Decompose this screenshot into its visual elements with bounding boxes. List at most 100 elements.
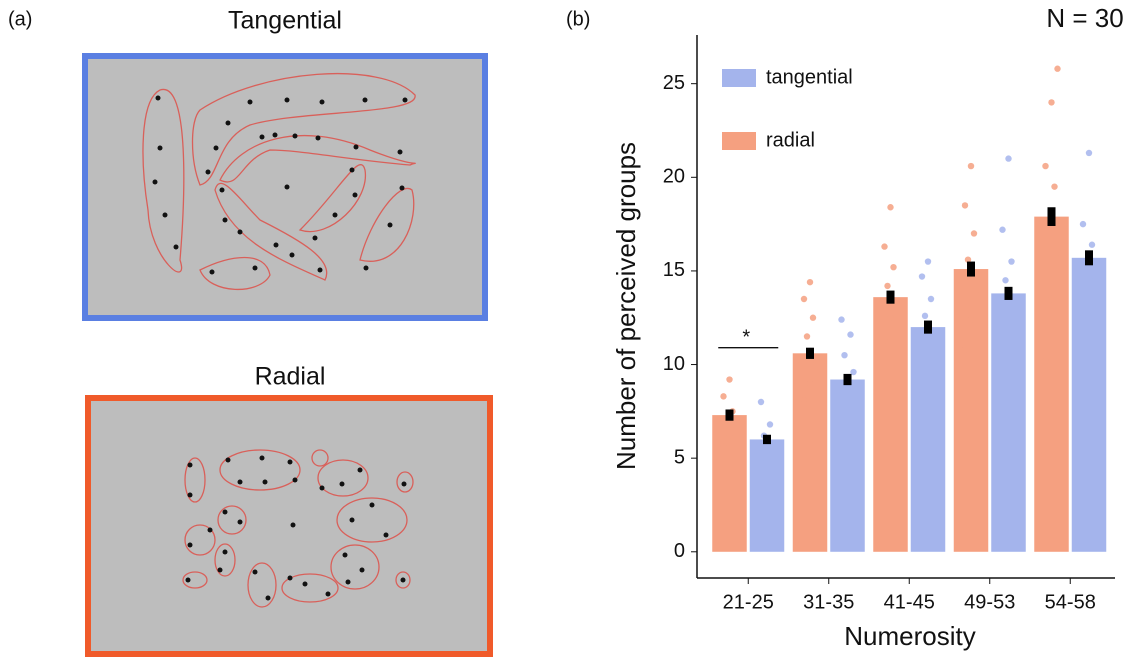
participant-point [800,295,808,303]
participant-point [918,391,926,398]
participant-point [1002,277,1009,284]
participant-point [1011,301,1018,308]
x-tick-label: 31-35 [803,591,854,613]
participant-point [1054,249,1061,256]
y-tick-label: 0 [674,540,685,562]
participant-point [1048,99,1055,106]
participant-point [967,316,975,323]
participant-point [999,226,1006,233]
participant-point [999,333,1006,340]
participant-point [961,202,969,209]
participant-point [890,263,897,271]
participant-point [769,439,777,447]
participant-point [726,376,733,383]
tangential-stimulus [82,53,488,321]
participant-point [812,357,820,364]
participant-point [887,314,894,321]
error-bar [843,373,852,386]
participant-point [918,273,926,280]
participant-point [881,243,888,250]
bar-chart: Numerosity Number of perceived groups 0 5… [611,35,1115,651]
participant-point [887,204,894,211]
error-bar [763,434,771,445]
participant-point [921,312,929,320]
legend-swatch [722,69,756,87]
error-bar [725,409,734,421]
stimulus-title: Radial [255,363,326,391]
participant-point [1085,295,1093,303]
error-bar [886,290,895,304]
participant-point [1042,162,1049,170]
participant-point [964,256,972,263]
participant-point [1042,357,1049,364]
bar [953,269,989,552]
legend-label: tangential [766,66,853,88]
bar [830,379,865,552]
bar [1071,257,1107,552]
participant-point [763,447,771,454]
participant-point [1008,258,1015,265]
participant-point [924,258,932,265]
error-bar [806,347,814,359]
bar [991,293,1026,552]
participant-point [838,395,845,402]
participant-point [838,316,845,323]
error-bar [967,261,975,277]
participant-point [726,432,733,439]
x-axis-label: Numerosity [844,621,975,651]
bar [910,327,946,552]
error-bar [1085,250,1093,266]
y-axis-label: Number of perceived groups [611,142,641,470]
significance-marker: * [742,327,750,349]
participant-point [766,421,774,428]
participant-point [1091,277,1099,284]
participant-point [757,398,765,406]
stimulus-title: Tangential [228,7,342,35]
bar [873,297,908,552]
participant-point [881,337,888,344]
participant-point [1054,65,1061,72]
participant-point [806,278,814,286]
x-tick-label: 54-58 [1045,591,1096,613]
y-tick-label: 25 [663,72,685,94]
participant-point [720,443,727,451]
participant-point [1005,155,1012,162]
y-tick-label: 15 [663,259,685,281]
error-bar [1004,286,1013,300]
participant-point [1051,183,1058,190]
participant-point [884,282,891,290]
participant-point [847,331,854,338]
participant-point [850,368,857,376]
y-tick-label: 5 [674,446,685,468]
participant-point [806,380,814,387]
participant-point [930,333,938,340]
participant-point [961,346,969,353]
participant-point [924,351,932,359]
participant-point [970,230,978,237]
panel-label: (a) [8,8,32,30]
participant-point [1079,314,1087,321]
radial-stimulus [85,395,493,657]
participant-point [1048,295,1055,303]
y-tick-label: 10 [663,353,685,375]
participant-point [893,299,900,306]
legend-swatch [722,132,756,150]
participant-point [927,295,935,303]
y-tick-label: 20 [663,166,685,188]
participant-point [841,351,848,359]
participant-point [1085,149,1093,157]
legend-label: radial [766,129,815,151]
bar [1034,216,1069,552]
panel-label: (b) [566,8,590,30]
error-bar [1047,207,1056,226]
x-tick-label: 41-45 [884,591,935,613]
x-tick-label: 49-53 [964,591,1015,613]
x-tick-label: 21-25 [723,591,774,613]
participant-point [732,421,739,428]
participant-point [803,333,811,340]
participant-point [967,162,975,170]
participant-point [720,393,727,400]
bar [749,439,785,552]
participant-point [1005,314,1012,321]
